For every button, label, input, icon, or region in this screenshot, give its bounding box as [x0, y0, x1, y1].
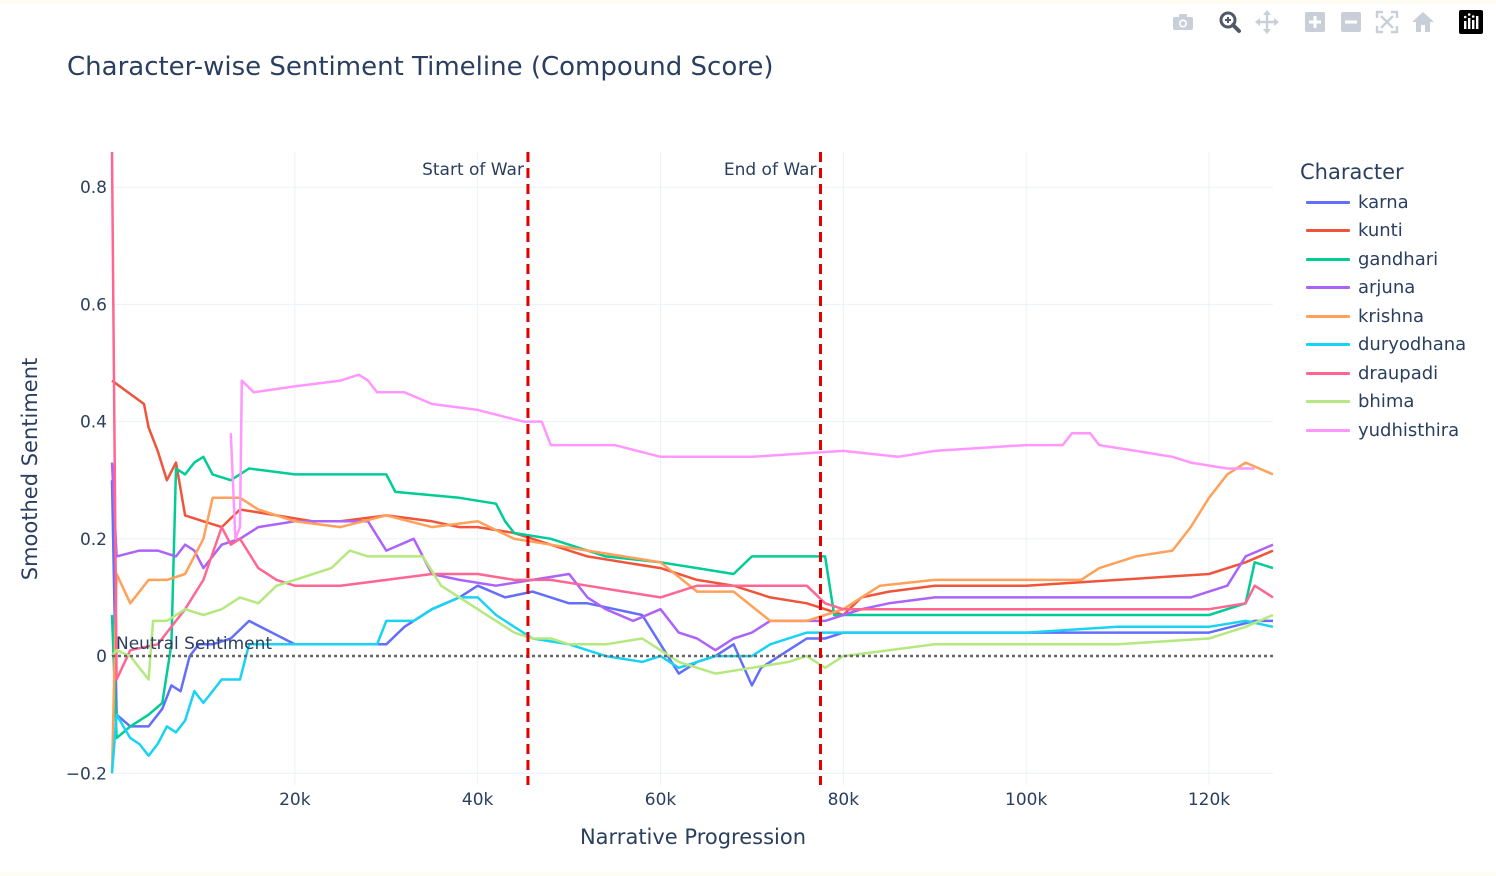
plotly-logo-icon[interactable] — [1458, 9, 1484, 35]
series-line-bhima — [111, 549, 1274, 681]
series-line-draupadi — [110, 151, 1274, 681]
y-tick-label: −0.2 — [66, 764, 107, 784]
neutral-sentiment-label: Neutral Sentiment — [116, 634, 272, 654]
series-line-karna — [110, 480, 1273, 728]
legend-label: duryodhana — [1358, 334, 1467, 356]
legend-items: karna kunti gandhari arjuna krishna duryodhan… — [1300, 188, 1466, 445]
series-line-krishna — [110, 461, 1274, 774]
legend-title: Character — [1300, 160, 1404, 184]
y-tick-label: 0.8 — [80, 178, 107, 198]
legend-item-kunti[interactable]: kunti — [1300, 217, 1466, 246]
legend-item-gandhari[interactable]: gandhari — [1300, 245, 1466, 274]
zoom-icon[interactable] — [1217, 9, 1243, 35]
x-tick-label: 40k — [462, 790, 494, 810]
legend-item-krishna[interactable]: krishna — [1300, 302, 1466, 331]
x-tick-label: 80k — [828, 790, 860, 810]
legend-item-yudhisthira[interactable]: yudhisthira — [1300, 416, 1466, 445]
legend-item-bhima[interactable]: bhima — [1300, 388, 1466, 417]
legend-swatch — [1306, 314, 1350, 318]
annotations: Neutral Sentiment Start of War End of War — [112, 152, 1273, 785]
y-tick-label: 0 — [96, 647, 107, 667]
x-tick-label: 100k — [1005, 790, 1047, 810]
zoom-in-icon[interactable] — [1302, 9, 1328, 35]
series-lines — [110, 151, 1274, 774]
legend-label: gandhari — [1358, 248, 1439, 270]
legend-swatch — [1306, 200, 1350, 204]
legend-swatch — [1306, 400, 1350, 404]
legend-item-karna[interactable]: karna — [1300, 188, 1466, 217]
zoom-out-icon[interactable] — [1338, 9, 1364, 35]
legend-label: kunti — [1358, 220, 1403, 242]
legend-label: krishna — [1358, 305, 1425, 327]
axis-ticks: 20k 40k 60k 80k 100k 120k −0.2 0 0.2 0.4 0.6 0.8 — [66, 178, 1231, 810]
pan-icon[interactable] — [1254, 9, 1280, 35]
legend: Character karna kunti gandhari arjuna krishn… — [1300, 160, 1466, 445]
x-tick-label: 60k — [645, 790, 677, 810]
y-tick-label: 0.6 — [80, 295, 107, 315]
chart-panel — [0, 4, 1496, 872]
y-tick-label: 0.4 — [80, 413, 107, 433]
legend-swatch — [1306, 229, 1350, 233]
legend-swatch — [1306, 371, 1350, 375]
series-line-duryodhana — [110, 596, 1274, 774]
war-marker-label: Start of War — [422, 160, 524, 180]
y-axis-title: Smoothed Sentiment — [18, 358, 42, 581]
chart-title: Character-wise Sentiment Timeline (Compo… — [67, 52, 774, 82]
legend-label: karna — [1358, 191, 1409, 213]
legend-swatch — [1306, 257, 1350, 261]
x-axis-title: Narrative Progression — [580, 825, 806, 849]
legend-label: draupadi — [1358, 362, 1439, 384]
series-line-yudhisthira — [229, 373, 1255, 541]
war-marker-label: End of War — [724, 160, 817, 180]
legend-label: arjuna — [1358, 277, 1416, 299]
legend-swatch — [1306, 286, 1350, 290]
legend-swatch — [1306, 428, 1350, 432]
legend-swatch — [1306, 343, 1350, 347]
series-line-arjuna — [110, 462, 1274, 652]
y-tick-label: 0.2 — [80, 530, 107, 550]
series-line-kunti — [111, 379, 1274, 617]
legend-item-arjuna[interactable]: arjuna — [1300, 274, 1466, 303]
grid — [112, 152, 1273, 785]
x-tick-label: 120k — [1188, 790, 1230, 810]
series-line-gandhari — [110, 455, 1274, 740]
x-tick-label: 20k — [279, 790, 311, 810]
legend-item-draupadi[interactable]: draupadi — [1300, 359, 1466, 388]
camera-icon[interactable] — [1170, 9, 1196, 35]
autoscale-icon[interactable] — [1374, 9, 1400, 35]
legend-item-duryodhana[interactable]: duryodhana — [1300, 331, 1466, 360]
legend-label: yudhisthira — [1358, 419, 1460, 441]
reset-axes-icon[interactable] — [1410, 9, 1436, 35]
legend-label: bhima — [1358, 391, 1415, 413]
